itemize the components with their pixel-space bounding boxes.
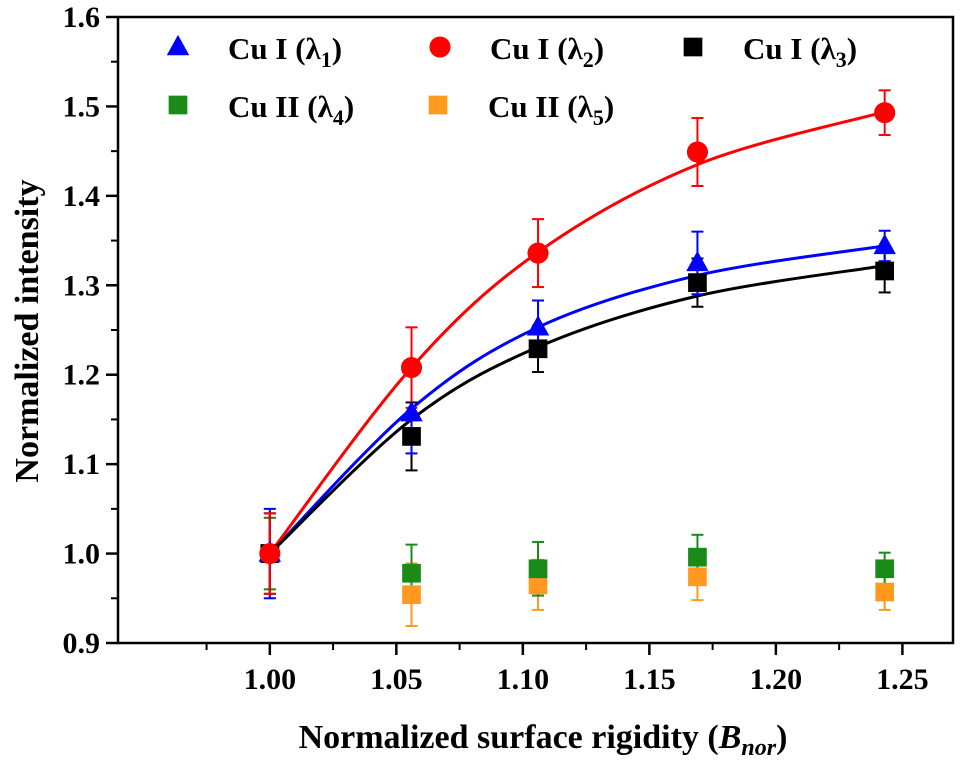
data-point bbox=[688, 567, 707, 587]
data-markers bbox=[258, 102, 896, 605]
data-point bbox=[527, 242, 549, 264]
legend: Cu I (λ1) Cu I (λ2) Cu I (λ3)Cu II (λ4) Cu … bbox=[166, 31, 857, 130]
legend-label-base: Cu I (λ bbox=[743, 31, 837, 66]
legend-label-end: ) bbox=[604, 89, 614, 124]
data-point bbox=[873, 233, 896, 255]
legend-item: Cu II (λ5) bbox=[428, 89, 614, 130]
y-tick-label: 1.4 bbox=[63, 180, 101, 213]
data-point bbox=[429, 36, 451, 58]
x-tick-label: 1.10 bbox=[497, 663, 550, 696]
legend-label-end: ) bbox=[847, 31, 857, 66]
data-point bbox=[402, 585, 421, 605]
legend-label-sub: 2 bbox=[583, 47, 594, 72]
data-point bbox=[688, 547, 707, 567]
x-tick-label: 1.15 bbox=[623, 663, 676, 696]
data-point bbox=[528, 339, 548, 359]
legend-label: Cu II (λ4) bbox=[228, 89, 354, 130]
fit-curve bbox=[268, 264, 885, 555]
data-point bbox=[166, 34, 190, 56]
data-point bbox=[402, 427, 421, 446]
x-tick-label: 1.25 bbox=[876, 663, 929, 696]
tick-labels: 1.00 1.05 1.10 1.15 1.20 1.25 0.9 1.0 1.1 1.2 1.3 1… bbox=[63, 1, 929, 696]
legend-item: Cu I (λ1) bbox=[166, 31, 342, 72]
data-point bbox=[402, 563, 421, 583]
legend-label-end: ) bbox=[332, 31, 342, 66]
y-tick-label: 1.0 bbox=[63, 538, 101, 571]
legend-label: Cu I (λ1) bbox=[228, 31, 342, 72]
data-point bbox=[400, 357, 423, 379]
data-point bbox=[875, 261, 895, 281]
axis-ticks bbox=[106, 15, 904, 655]
data-point bbox=[875, 582, 895, 602]
x-tick-label: 1.20 bbox=[750, 663, 803, 696]
data-point bbox=[400, 401, 423, 422]
y-tick-label: 1.3 bbox=[63, 269, 101, 302]
fit-curves bbox=[268, 110, 886, 555]
x-axis-title-main: Normalized surface rigidity ( bbox=[299, 719, 719, 756]
fit-curve bbox=[268, 244, 885, 555]
legend-label-sub: 4 bbox=[333, 105, 344, 130]
data-point bbox=[875, 559, 895, 579]
y-tick-label: 1.1 bbox=[63, 448, 101, 481]
data-point bbox=[528, 575, 548, 595]
y-tick-label: 1.5 bbox=[63, 90, 101, 123]
x-axis-title: Normalized surface rigidity (Bnor) bbox=[299, 719, 788, 761]
x-tick-label: 1.05 bbox=[370, 663, 423, 696]
legend-label-sub: 1 bbox=[321, 47, 332, 72]
data-point bbox=[528, 559, 548, 579]
legend-label-end: ) bbox=[344, 89, 354, 124]
legend-label-sub: 5 bbox=[593, 105, 604, 130]
data-point bbox=[686, 141, 708, 163]
data-point bbox=[168, 95, 188, 115]
x-axis-title-sub: nor bbox=[741, 735, 776, 761]
legend-item: Cu II (λ4) bbox=[168, 89, 354, 130]
y-tick-label: 1.2 bbox=[63, 359, 101, 392]
legend-label-sub: 3 bbox=[836, 47, 847, 72]
legend-label-base: Cu I (λ bbox=[490, 31, 584, 66]
legend-item: Cu I (λ2) bbox=[429, 31, 604, 72]
y-tick-label: 1.6 bbox=[63, 1, 101, 34]
legend-label-base: Cu II (λ bbox=[228, 89, 334, 124]
data-point bbox=[683, 37, 703, 57]
legend-label-base: Cu II (λ bbox=[488, 89, 594, 124]
x-tick-label: 1.00 bbox=[244, 663, 297, 696]
legend-item: Cu I (λ3) bbox=[683, 31, 857, 72]
y-axis-title: Normalized intensity bbox=[9, 179, 46, 482]
legend-label-base: Cu I (λ bbox=[228, 31, 322, 66]
data-point bbox=[259, 543, 281, 565]
x-axis-title-var: B bbox=[718, 719, 742, 756]
legend-label: Cu I (λ2) bbox=[490, 31, 604, 72]
data-point bbox=[874, 102, 896, 124]
data-point bbox=[686, 250, 709, 272]
x-axis-title-end: ) bbox=[776, 719, 787, 756]
data-point bbox=[526, 315, 550, 336]
legend-label-end: ) bbox=[594, 31, 604, 66]
error-bars bbox=[263, 89, 891, 628]
legend-label: Cu I (λ3) bbox=[743, 31, 857, 72]
data-point bbox=[428, 95, 448, 115]
legend-label: Cu II (λ5) bbox=[488, 89, 614, 130]
data-point bbox=[688, 273, 707, 292]
y-tick-label: 0.9 bbox=[63, 627, 101, 660]
